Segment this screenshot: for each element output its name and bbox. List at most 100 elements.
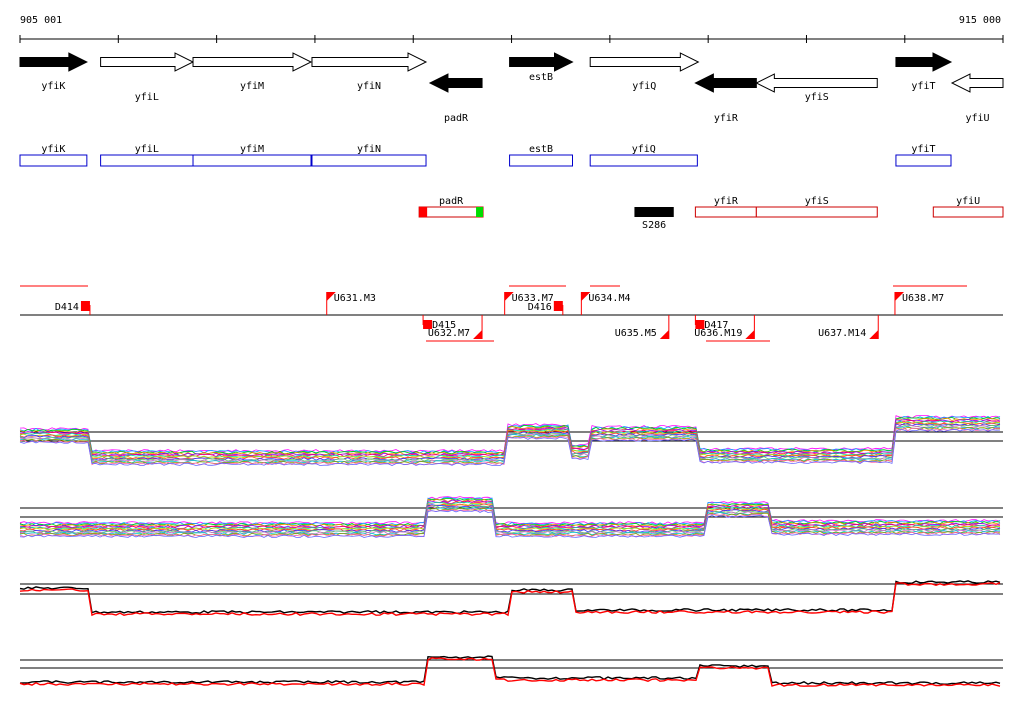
gene-arrow-yfiR (694, 73, 757, 93)
expression-trace (19, 503, 1001, 532)
coordinate-ruler: 905 001 915 000 (19, 15, 1004, 43)
gene-label-yfiQ: yfiQ (632, 81, 656, 92)
segment-label-D416: D416 (528, 302, 552, 313)
tu-plus-label-yfiN: yfiN (357, 144, 381, 155)
tu-plus-box-estB (509, 154, 574, 167)
ruler-start-label: 905 001 (20, 15, 62, 26)
gene-arrow-yfiL (100, 52, 195, 72)
tu-plus-box-yfiN (311, 154, 427, 167)
expression-trace (19, 496, 1001, 525)
expression-trace (19, 657, 1001, 687)
gene-label-yfiU: yfiU (965, 113, 989, 124)
gene-label-yfiM: yfiM (240, 81, 264, 92)
tu-plus-label-yfiL: yfiL (135, 144, 159, 155)
expression-trace (19, 415, 1001, 453)
tu-minus-label-yfiS: yfiS (805, 196, 829, 207)
segment-label-D415: D415 (432, 320, 456, 331)
expression-trace (19, 421, 1001, 459)
gene-track: yfiK yfiL yfiM yfiN padR estB yfiQ yfiR yfiS yfiT… (19, 52, 1004, 124)
expression-trace (19, 655, 1001, 685)
expression-trace (19, 497, 1001, 526)
expression-track (19, 415, 1003, 687)
tu-plus-label-yfiK: yfiK (41, 144, 65, 155)
segment-label-U637.M14: U637.M14 (818, 328, 866, 339)
tu-plus-label-yfiQ: yfiQ (632, 144, 656, 155)
u-marker-flag-U634.M4 (581, 292, 591, 301)
expression-panel-plus-summary (19, 580, 1003, 617)
ruler-end-label: 915 000 (959, 15, 1001, 26)
segment-label-D414: D414 (55, 302, 79, 313)
tu-minus-box-yfiS (755, 206, 878, 218)
gene-arrow-yfiM (192, 52, 313, 72)
gene-label-estB: estB (529, 72, 553, 83)
gene-arrow-padR (428, 73, 483, 93)
tu-minus-box-yfiU (932, 206, 1004, 218)
gene-label-yfiL: yfiL (135, 92, 159, 103)
tu-minus-label-yfiU: yfiU (956, 196, 980, 207)
tu-plus-box-yfiK (19, 154, 88, 167)
expression-trace (19, 428, 1001, 466)
gene-label-yfiR: yfiR (714, 113, 739, 124)
expression-panel-plus-multi (19, 415, 1003, 466)
tu-plus-label-yfiM: yfiM (240, 144, 264, 155)
expression-trace (19, 580, 1001, 614)
d-marker-D417 (695, 320, 705, 329)
gene-arrow-yfiN (311, 52, 428, 72)
tu-plus-label-estB: estB (529, 144, 553, 155)
tu-plus-box-yfiQ (589, 154, 698, 167)
expression-trace (19, 506, 1001, 536)
segment-label-U635.M5: U635.M5 (615, 328, 657, 339)
tu-minus-label-yfiR: yfiR (714, 196, 739, 207)
gene-arrow-yfiU (950, 73, 1004, 93)
d-marker-D415 (423, 320, 433, 329)
segment-label-D417: D417 (704, 320, 728, 331)
u-marker-flag-U632.M7 (473, 330, 483, 339)
tu-minus-box-yfiR (694, 206, 757, 218)
gene-label-padR: padR (444, 113, 469, 124)
d-marker-D414 (80, 301, 90, 311)
expression-trace (19, 417, 1001, 455)
plus-strand-tu-track: yfiK yfiL yfiM yfiN estB yfiQ yfiT (19, 144, 952, 167)
gene-label-yfiN: yfiN (357, 81, 381, 92)
tu-plus-box-yfiL (100, 154, 194, 167)
u-marker-flag-U635.M5 (659, 330, 669, 339)
segment-label-U636.M19: U636.M19 (694, 328, 742, 339)
gene-arrow-yfiT (895, 52, 953, 72)
expression-panel-minus-multi (19, 496, 1003, 538)
feature-box-S286 (634, 207, 674, 217)
u-marker-flag-U636.M19 (745, 330, 755, 339)
tu-minus-start-marker (419, 207, 428, 217)
expression-trace (19, 427, 1000, 466)
segment-label-U631.M3: U631.M3 (334, 293, 376, 304)
expression-trace (19, 509, 1001, 538)
gene-label-yfiK: yfiK (41, 81, 65, 92)
expression-trace (19, 582, 1001, 617)
gene-arrow-estB (509, 52, 574, 72)
gene-arrow-yfiQ (589, 52, 700, 72)
expression-trace (19, 417, 1001, 456)
expression-trace (19, 425, 1001, 463)
gene-arrow-yfiK (19, 52, 88, 72)
tu-minus-label-padR: padR (439, 196, 464, 207)
feature-label-S286: S286 (642, 220, 666, 231)
tu-plus-label-yfiT: yfiT (911, 144, 935, 155)
d-marker-D416 (553, 301, 563, 311)
u-marker-flag-U638.M7 (894, 292, 904, 301)
segment-label-U633.M7: U633.M7 (512, 293, 554, 304)
gene-label-yfiT: yfiT (911, 81, 935, 92)
tu-plus-box-yfiT (895, 154, 952, 167)
gene-arrow-yfiS (755, 73, 878, 93)
gene-label-yfiS: yfiS (805, 92, 829, 103)
expression-panel-minus-summary (19, 655, 1003, 687)
tu-plus-box-yfiM (192, 154, 312, 167)
tu-minus-box-padR (418, 206, 484, 218)
segment-label-U638.M7: U638.M7 (902, 293, 944, 304)
minus-strand-tu-track: padR yfiR yfiS yfiU S286 (418, 196, 1004, 231)
tu-minus-end-marker (476, 207, 484, 217)
u-marker-flag-U633.M7 (504, 292, 514, 301)
u-marker-flag-U637.M14 (869, 330, 879, 339)
segment-label-U634.M4: U634.M4 (588, 293, 630, 304)
